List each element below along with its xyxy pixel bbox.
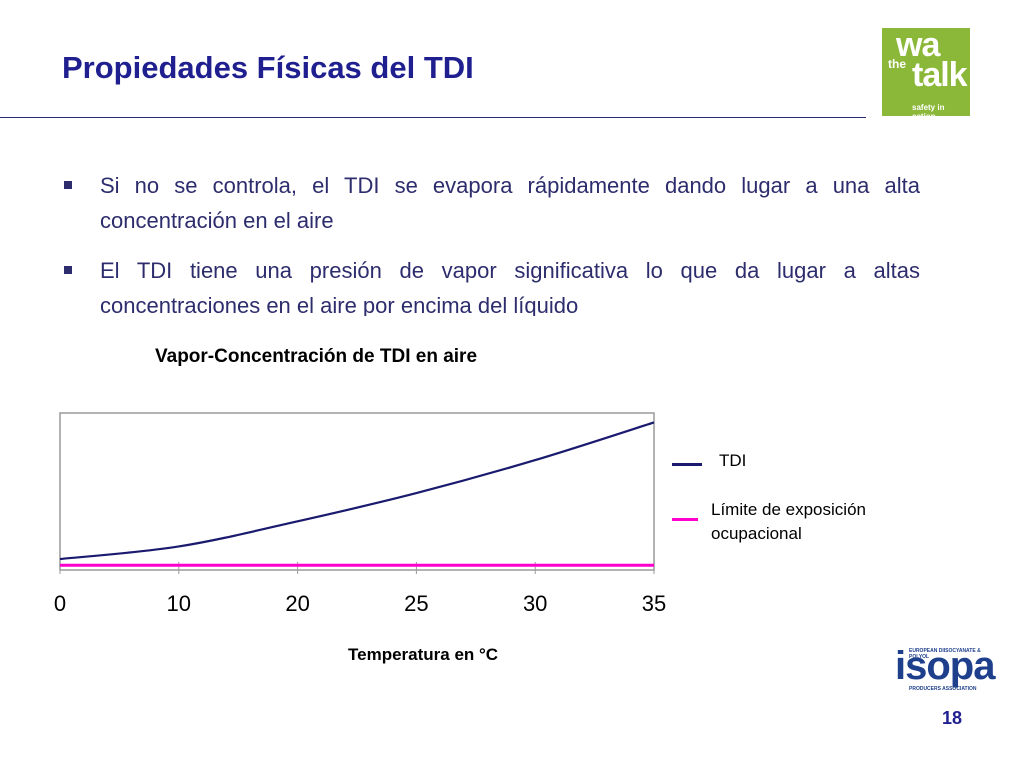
bullet-square-icon [64, 266, 72, 274]
logo-tagline: safety in action [912, 103, 945, 116]
bullet-item: Si no se controla, el TDI se evapora ráp… [62, 168, 920, 238]
x-tick-label: 10 [166, 591, 192, 616]
bullet-text: El TDI tiene una presión de vapor signif… [100, 258, 920, 316]
legend-swatch-exposure-limit [672, 518, 698, 521]
x-axis-label: Temperatura en °C [348, 645, 499, 664]
walk-the-talk-logo: wa the talk safety in action [882, 28, 970, 116]
slide-title: Propiedades Físicas del TDI [62, 50, 474, 85]
bullet-square-icon [64, 181, 72, 189]
bullet-list: Si no se controla, el TDI se evapora ráp… [62, 168, 920, 316]
logo-text: the [888, 57, 906, 71]
x-tick-label: 25 [404, 591, 429, 616]
legend-swatch-tdi [672, 463, 702, 466]
bullet-text: Si no se controla, el TDI se evapora ráp… [100, 173, 920, 233]
x-tick-label: 35 [641, 591, 667, 616]
logo-text: EUROPEAN DIISOCYANATE & POLYOL [909, 648, 981, 660]
chart-title: Vapor-Concentración de TDI en aire [155, 346, 478, 367]
x-tick-label: 0 [53, 591, 67, 616]
x-tick-label: 20 [285, 591, 310, 616]
logo-text: PRODUCERS ASSOCIATION [909, 686, 977, 692]
title-divider [0, 117, 866, 118]
isopa-logo: EUROPEAN DIISOCYANATE & POLYOL isopa PRO… [895, 644, 999, 692]
logo-text: wa [896, 28, 940, 64]
logo-text: isopa [895, 644, 995, 688]
bullet-item: El TDI tiene una presión de vapor signif… [62, 253, 920, 316]
legend-label-exposure-limit: Límite de exposición ocupacional [711, 500, 866, 543]
x-tick-label: 30 [522, 591, 548, 616]
series-line-tdi [59, 421, 655, 561]
plot-area-frame [59, 412, 655, 571]
logo-text: talk [912, 56, 968, 94]
page-number: 18 [942, 708, 963, 728]
legend-label-tdi: TDI [719, 451, 747, 470]
